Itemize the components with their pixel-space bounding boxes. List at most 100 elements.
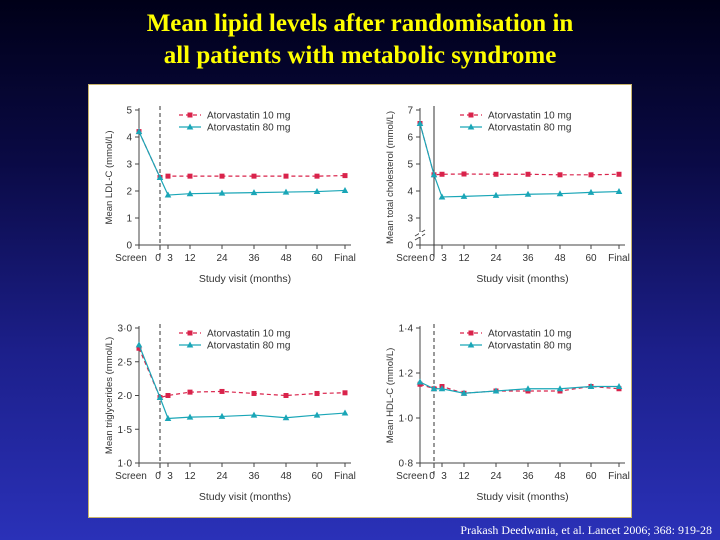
y-axis-title: Mean HDL-C (mmol/L) (385, 348, 396, 444)
data-point-80mg (313, 188, 321, 195)
data-point-80mg (492, 387, 500, 394)
x-tick-label: Final (608, 253, 630, 264)
data-point-80mg (135, 341, 143, 348)
series-line-10mg (138, 131, 346, 179)
data-point-10mg (283, 393, 289, 398)
data-point-80mg (156, 394, 164, 401)
data-point-10mg (493, 171, 499, 177)
x-tick-label: 24 (216, 253, 228, 264)
data-point-80mg (282, 188, 290, 195)
data-point-80mg (615, 383, 623, 389)
data-point-80mg (587, 383, 595, 389)
data-point-10mg (251, 173, 257, 179)
x-tick-label: 12 (458, 471, 470, 482)
data-point-10mg (219, 173, 225, 179)
x-tick-label: 3 (441, 253, 447, 264)
data-point-80mg (341, 409, 349, 416)
y-tick-label: 5 (126, 106, 132, 117)
y-tick-label: 2 (126, 187, 132, 198)
axis-break-gap (419, 232, 422, 237)
data-point-10mg (219, 388, 225, 394)
data-point-80mg (313, 411, 321, 418)
data-point-10mg (314, 173, 320, 179)
y-tick-label: 1·4 (399, 324, 414, 335)
x-tick-label: 12 (184, 471, 196, 482)
x-tick-label: Final (334, 253, 356, 264)
x-tick-label: Final (334, 471, 356, 482)
x-tick-label: 60 (311, 253, 323, 264)
y-tick-label: 1·0 (399, 414, 414, 425)
legend-label: Atorvastatin 10 mg (488, 111, 571, 122)
x-tick-label: Screen (396, 253, 428, 264)
legend-label: Atorvastatin 10 mg (488, 329, 571, 340)
x-tick-label: 48 (280, 253, 292, 264)
legend-label: Atorvastatin 10 mg (207, 329, 290, 340)
series-line-80mg (138, 344, 346, 420)
data-point-80mg (430, 385, 438, 392)
data-point-10mg (525, 171, 531, 177)
data-point-80mg (556, 385, 564, 392)
y-axis-title: Mean total cholesterol (mmol/L) (385, 111, 396, 244)
data-point-10mg (314, 390, 320, 396)
legend-marker-10mg (468, 112, 474, 118)
data-point-80mg (416, 378, 424, 385)
slide-title: Mean lipid levels after randomisation in… (0, 8, 720, 72)
legend-label: Atorvastatin 80 mg (207, 123, 290, 134)
y-tick-label: 3·0 (118, 324, 133, 335)
y-tick-label: 1 (126, 214, 132, 225)
data-point-80mg (186, 190, 194, 197)
data-point-10mg (439, 171, 445, 177)
x-tick-label: 0 (429, 471, 435, 482)
x-tick-label: Screen (115, 471, 147, 482)
x-axis-title: Study visit (months) (199, 273, 291, 285)
x-tick-label: Screen (396, 471, 428, 482)
data-point-80mg (556, 190, 564, 197)
data-point-10mg (187, 173, 193, 179)
y-tick-label: 0·8 (399, 459, 414, 470)
x-tick-label: 48 (554, 471, 566, 482)
data-point-10mg (342, 173, 348, 179)
chart-panel-4: 0·8 1·0 1·2 1·4 Screen 0 3 12 24 36 48 60 Final Study… (385, 324, 630, 504)
y-tick-label: 1·0 (118, 459, 133, 470)
data-point-10mg (342, 390, 348, 396)
legend-marker-80mg (186, 341, 194, 348)
legend-marker-10mg (468, 330, 474, 336)
x-tick-label: 3 (167, 253, 173, 264)
x-tick-label: 3 (167, 471, 173, 482)
x-tick-label: 36 (248, 471, 260, 482)
x-tick-label: 60 (585, 471, 597, 482)
data-point-10mg (251, 390, 257, 396)
data-point-80mg (164, 191, 172, 198)
data-point-10mg (283, 173, 289, 179)
x-tick-label: 36 (522, 253, 534, 264)
data-point-10mg (588, 172, 594, 178)
data-point-80mg (186, 413, 194, 420)
y-axis-title: Mean LDL-C (mmol/L) (104, 131, 115, 225)
x-axis-title: Study visit (months) (199, 491, 291, 503)
legend-marker-10mg (187, 112, 193, 118)
data-point-80mg (135, 128, 143, 135)
x-tick-label: Final (608, 471, 630, 482)
data-point-80mg (460, 389, 468, 396)
series-line-80mg (419, 123, 620, 198)
data-point-80mg (615, 188, 623, 195)
data-point-80mg (416, 120, 424, 126)
x-axis-title: Study visit (months) (476, 273, 568, 285)
data-point-80mg (282, 414, 290, 421)
y-tick-label: 5 (407, 160, 413, 171)
data-point-80mg (430, 171, 438, 178)
x-tick-label: 36 (248, 253, 260, 264)
data-point-80mg (341, 186, 349, 193)
y-tick-label: 4 (407, 187, 413, 198)
data-point-10mg (187, 389, 193, 395)
data-point-10mg (616, 171, 622, 177)
data-point-10mg (461, 171, 467, 177)
data-point-80mg (524, 190, 532, 197)
data-point-80mg (250, 189, 258, 196)
legend-label: Atorvastatin 80 mg (488, 123, 571, 134)
y-tick-label: 6 (407, 133, 413, 144)
data-point-80mg (250, 411, 258, 418)
data-point-80mg (218, 189, 226, 196)
legend-label: Atorvastatin 10 mg (207, 111, 290, 122)
